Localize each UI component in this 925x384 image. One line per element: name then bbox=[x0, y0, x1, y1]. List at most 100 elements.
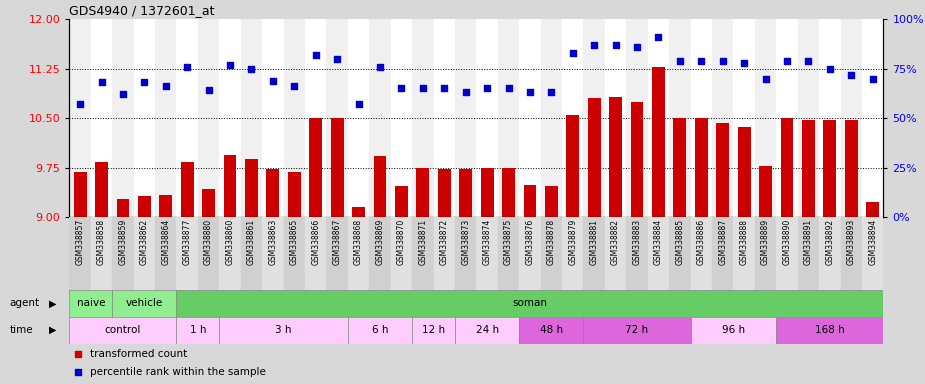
Point bbox=[780, 58, 795, 64]
Bar bbox=[117, 199, 130, 217]
Bar bbox=[776, 317, 883, 344]
Bar bbox=[413, 317, 455, 344]
Text: GSM338872: GSM338872 bbox=[439, 219, 449, 265]
Bar bbox=[159, 195, 172, 217]
Bar bbox=[519, 217, 540, 290]
Bar bbox=[802, 120, 815, 217]
Bar bbox=[545, 186, 558, 217]
Text: 3 h: 3 h bbox=[276, 325, 291, 335]
Bar bbox=[481, 167, 494, 217]
Bar bbox=[348, 19, 369, 217]
Text: percentile rank within the sample: percentile rank within the sample bbox=[90, 366, 265, 377]
Bar bbox=[498, 217, 519, 290]
Bar bbox=[219, 217, 240, 290]
Bar bbox=[519, 19, 540, 217]
Point bbox=[265, 78, 280, 84]
Point bbox=[373, 64, 388, 70]
Bar bbox=[284, 19, 305, 217]
Bar bbox=[413, 217, 434, 290]
Point bbox=[758, 76, 773, 82]
Bar bbox=[669, 19, 691, 217]
Text: 24 h: 24 h bbox=[475, 325, 499, 335]
Point bbox=[544, 89, 559, 96]
Point bbox=[73, 101, 88, 107]
Point bbox=[394, 85, 409, 91]
Text: GSM338888: GSM338888 bbox=[740, 219, 748, 265]
Text: 1 h: 1 h bbox=[190, 325, 206, 335]
Bar bbox=[712, 19, 734, 217]
Bar bbox=[180, 162, 193, 217]
Bar bbox=[262, 19, 284, 217]
Bar bbox=[631, 102, 644, 217]
Bar bbox=[845, 120, 857, 217]
Point bbox=[329, 56, 344, 62]
Bar bbox=[416, 168, 429, 217]
Text: GSM338867: GSM338867 bbox=[333, 219, 341, 265]
Bar bbox=[219, 317, 348, 344]
Bar bbox=[669, 217, 691, 290]
Point bbox=[480, 85, 495, 91]
Bar bbox=[502, 167, 515, 217]
Bar bbox=[331, 118, 343, 217]
Point bbox=[822, 66, 837, 72]
Text: GSM338886: GSM338886 bbox=[697, 219, 706, 265]
Bar bbox=[584, 19, 605, 217]
Text: GSM338859: GSM338859 bbox=[118, 219, 128, 265]
Point bbox=[415, 85, 430, 91]
Text: GSM338869: GSM338869 bbox=[376, 219, 385, 265]
Bar bbox=[177, 317, 219, 344]
Point bbox=[458, 89, 473, 96]
Text: time: time bbox=[9, 325, 33, 335]
Point bbox=[630, 44, 645, 50]
Text: 96 h: 96 h bbox=[722, 325, 745, 335]
Bar bbox=[305, 217, 327, 290]
Bar bbox=[476, 217, 498, 290]
Point bbox=[865, 76, 880, 82]
Bar bbox=[262, 217, 284, 290]
Bar bbox=[820, 19, 841, 217]
Bar bbox=[438, 169, 450, 217]
Bar bbox=[112, 19, 133, 217]
Text: GSM338870: GSM338870 bbox=[397, 219, 406, 265]
Bar bbox=[476, 19, 498, 217]
Bar bbox=[584, 217, 605, 290]
Bar bbox=[797, 19, 820, 217]
Text: ▶: ▶ bbox=[49, 298, 56, 308]
Text: GSM338858: GSM338858 bbox=[97, 219, 106, 265]
Text: GSM338891: GSM338891 bbox=[804, 219, 813, 265]
Text: GSM338885: GSM338885 bbox=[675, 219, 684, 265]
Bar bbox=[626, 19, 647, 217]
Bar bbox=[284, 217, 305, 290]
Bar bbox=[219, 19, 240, 217]
Point bbox=[672, 58, 687, 64]
Bar bbox=[823, 120, 836, 217]
Text: GSM338862: GSM338862 bbox=[140, 219, 149, 265]
Bar bbox=[716, 123, 729, 217]
Bar bbox=[540, 19, 562, 217]
Text: 12 h: 12 h bbox=[422, 325, 445, 335]
Bar bbox=[369, 217, 390, 290]
Bar bbox=[459, 169, 472, 217]
Point bbox=[179, 64, 194, 70]
Bar bbox=[587, 98, 600, 217]
Bar bbox=[862, 217, 883, 290]
Bar bbox=[738, 127, 750, 217]
Bar bbox=[648, 19, 669, 217]
Bar bbox=[240, 19, 262, 217]
Text: 48 h: 48 h bbox=[540, 325, 563, 335]
Text: GSM338892: GSM338892 bbox=[825, 219, 834, 265]
Bar bbox=[652, 67, 665, 217]
Bar bbox=[266, 169, 279, 217]
Bar bbox=[155, 217, 177, 290]
Bar bbox=[155, 19, 177, 217]
Bar bbox=[866, 202, 879, 217]
Bar bbox=[309, 118, 322, 217]
Bar bbox=[305, 19, 327, 217]
Text: GSM338882: GSM338882 bbox=[611, 219, 620, 265]
Bar bbox=[245, 159, 258, 217]
Bar bbox=[91, 19, 112, 217]
Bar bbox=[841, 217, 862, 290]
Bar bbox=[841, 19, 862, 217]
Bar bbox=[734, 19, 755, 217]
Bar bbox=[540, 217, 562, 290]
